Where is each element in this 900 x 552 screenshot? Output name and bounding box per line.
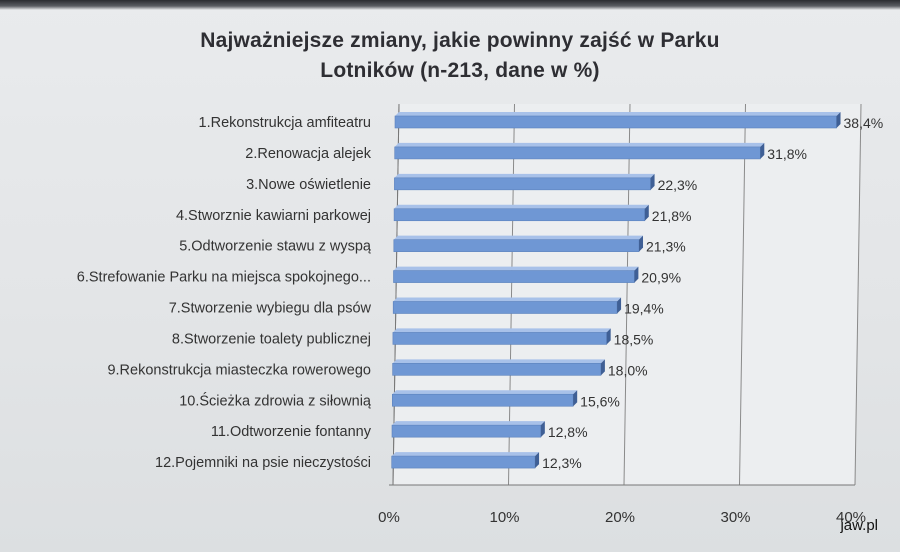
bar-end-face	[573, 390, 578, 407]
category-label: 6.Strefowanie Parku na miejsca spokojneg…	[77, 270, 371, 286]
bar-top-face	[394, 204, 649, 209]
value-label: 21,3%	[646, 239, 686, 255]
bar	[393, 208, 646, 222]
bar-end-face	[760, 142, 765, 159]
bar-top-face	[392, 421, 545, 426]
y-axis-line	[392, 103, 400, 486]
bar	[394, 115, 837, 129]
bar-top-face	[393, 266, 639, 271]
value-label: 21,8%	[652, 208, 692, 224]
bar-top-face	[392, 328, 611, 333]
bar-top-face	[392, 390, 578, 395]
value-label: 19,4%	[624, 301, 664, 317]
bar	[392, 301, 618, 314]
bar-end-face	[600, 359, 605, 376]
x-tick-label: 10%	[489, 509, 519, 526]
value-label: 15,6%	[580, 393, 620, 409]
bar-end-face	[639, 235, 644, 252]
value-label: 38,4%	[844, 115, 884, 131]
bar-end-face	[617, 297, 622, 314]
x-gridline	[739, 103, 746, 486]
bar-top-face	[395, 112, 841, 116]
bar	[393, 270, 635, 283]
projector-top-edge	[0, 0, 900, 10]
bar-end-face	[634, 266, 639, 283]
bar	[391, 455, 536, 469]
bar-end-face	[535, 452, 540, 469]
category-label: 8.Stworzenie toalety publicznej	[172, 331, 371, 347]
bar	[392, 363, 602, 376]
value-label: 12,8%	[548, 424, 588, 440]
x-tick-label: 40%	[836, 509, 866, 526]
chart-title: Najważniejsze zmiany, jakie powinny zajś…	[80, 26, 840, 86]
x-gridline	[854, 103, 862, 486]
bar-top-face	[394, 142, 765, 147]
bar	[393, 239, 640, 252]
x-tick-label: 20%	[605, 509, 635, 526]
bar	[394, 146, 761, 160]
category-label: 11.Odtworzenie fontanny	[211, 424, 372, 440]
category-label: 5.Odtworzenie stawu z wyspą	[179, 239, 372, 255]
x-gridline	[623, 103, 631, 486]
bar-top-face	[392, 359, 605, 364]
x-tick-label: 0%	[378, 509, 400, 526]
chart-title-line-1: Najważniejsze zmiany, jakie powinny zajś…	[200, 29, 720, 52]
bar-end-face	[606, 328, 611, 345]
category-label: 4.Stworznie kawiarni parkowej	[176, 208, 371, 224]
bar-end-face	[836, 112, 841, 128]
x-tick-label: 30%	[720, 509, 750, 526]
value-label: 31,8%	[767, 146, 807, 162]
bar-top-face	[394, 173, 655, 178]
bar	[391, 424, 542, 438]
bar-end-face	[540, 421, 545, 438]
category-label: 2.Renowacja alejek	[245, 146, 371, 162]
value-label: 22,3%	[658, 177, 698, 193]
category-label: 12.Pojemniki na psie nieczystości	[155, 455, 371, 471]
category-label: 9.Rekonstrukcja miasteczka rowerowego	[107, 362, 371, 378]
bar-top-face	[393, 297, 622, 302]
value-label: 18,5%	[614, 331, 654, 347]
value-label: 18,0%	[608, 362, 648, 378]
value-label: 20,9%	[641, 270, 681, 286]
bar	[392, 332, 607, 345]
bar-end-face	[644, 204, 649, 221]
category-label: 3.Nowe oświetlenie	[246, 177, 371, 193]
chart-title-line-2: Lotników (n-213, dane w %)	[320, 59, 600, 82]
category-label: 7.Stworzenie wybiegu dla psów	[169, 301, 372, 317]
bar	[394, 177, 651, 191]
bar-top-face	[391, 452, 540, 457]
category-label: 10.Ścieżka zdrowia z siłownią	[179, 391, 372, 409]
source-watermark: jaw.pl	[840, 517, 878, 534]
bar-end-face	[650, 173, 655, 190]
value-label: 12,3%	[542, 455, 582, 471]
bar-top-face	[393, 235, 644, 240]
bar	[391, 393, 574, 407]
category-label: 1.Rekonstrukcja amfiteatru	[199, 115, 371, 131]
